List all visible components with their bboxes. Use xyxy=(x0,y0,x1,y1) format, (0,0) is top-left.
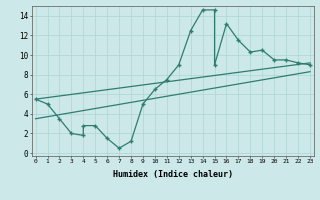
X-axis label: Humidex (Indice chaleur): Humidex (Indice chaleur) xyxy=(113,170,233,179)
